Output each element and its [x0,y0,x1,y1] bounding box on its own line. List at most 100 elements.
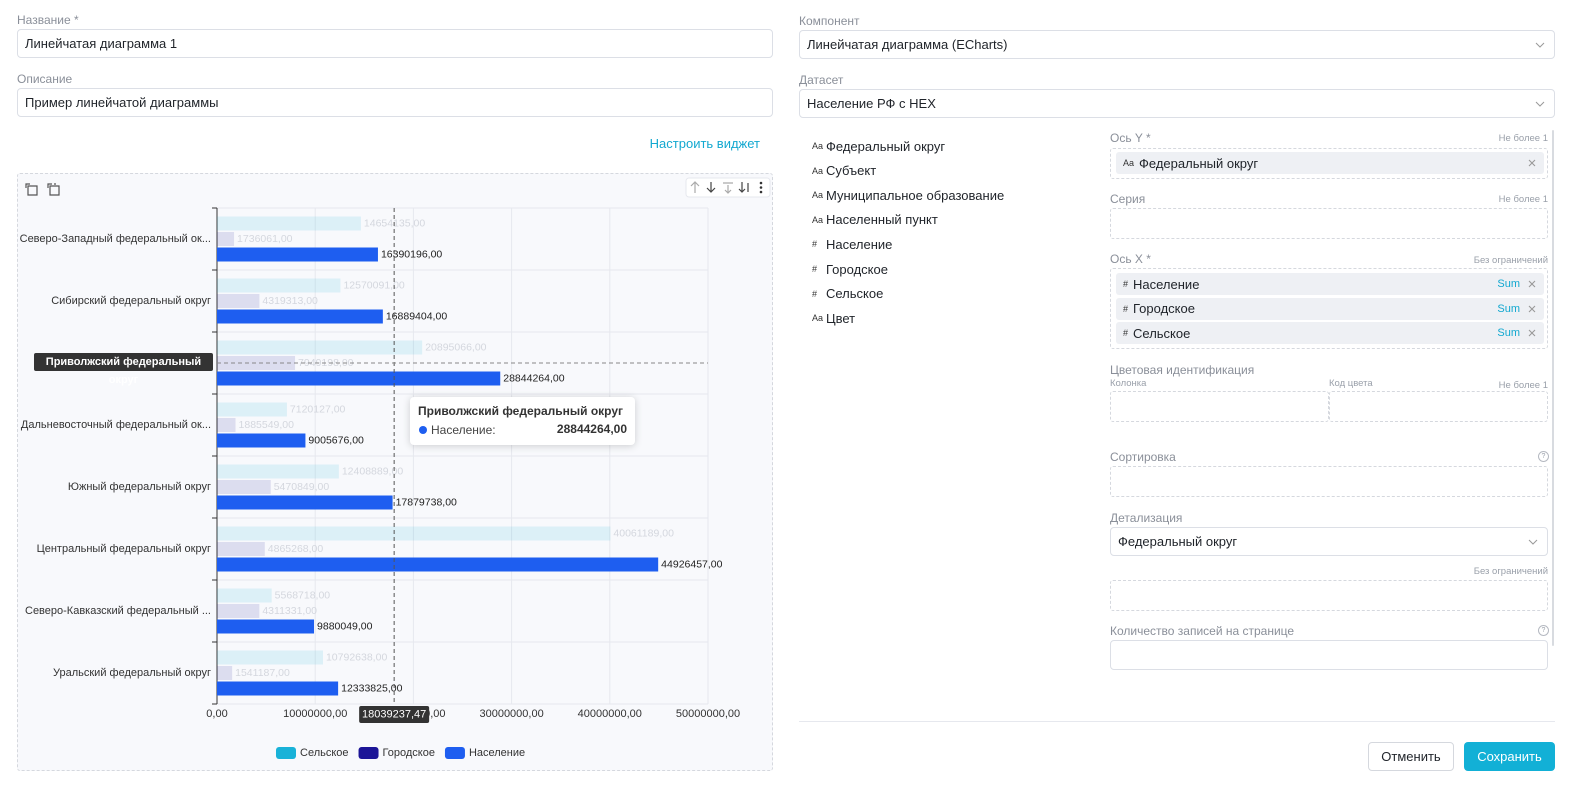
field-item[interactable]: Aa Цвет [812,309,855,327]
sort-az-icon[interactable] [738,182,749,193]
legend-swatch [358,747,379,759]
description-input[interactable]: Пример линейчатой диаграммы [17,88,773,117]
value-label: 9005676,00 [308,434,364,446]
value-label: 7120127,00 [290,403,346,415]
toolbar-left[interactable] [25,183,60,196]
chip-icon: # [1123,303,1129,314]
field-item[interactable]: # Городское [812,260,888,278]
chart-container: 0,0010000000,0020000000,0030000000,00400… [17,173,773,771]
field-label: Субъект [826,163,877,179]
tooltip-dot [419,426,427,434]
tooltip: Приволжский федеральный округ Население:… [410,397,635,445]
toolbar-right[interactable] [685,177,771,198]
detail-drop[interactable] [1110,580,1548,611]
field-item[interactable]: Aa Субъект [812,162,876,180]
save-button[interactable]: Сохранить [1464,742,1555,771]
value-label: 1541187,00 [235,667,290,679]
bar [217,309,383,324]
color-column-drop[interactable] [1110,391,1329,422]
chip-icon: Aa [1123,158,1135,168]
bar [217,216,361,231]
legend-label: Городское [383,747,435,759]
remove-icon[interactable] [1528,280,1536,288]
y-tick-label: Сибирский федеральный округ [51,295,211,307]
detail-select[interactable]: Федеральный округ [1110,527,1548,556]
value-label: 4865268,00 [268,543,324,555]
x-tick-label: 40000000,00 [578,708,642,720]
bar [217,247,378,262]
page-size-help[interactable]: ? [1538,625,1549,636]
chip-aggregation[interactable]: Sum [1497,327,1520,340]
field-label: Цвет [826,310,856,326]
field-item[interactable]: Aa Населенный пункт [812,211,938,229]
field-label: Федеральный округ [826,138,946,154]
chip[interactable]: Aa Федеральный округ [1116,152,1544,174]
y-tick-label: Северо-Кавказский федеральный ... [25,605,211,617]
configure-link[interactable]: Настроить виджет [649,136,760,151]
field-item[interactable]: # Сельское [812,285,883,303]
axis-pointer-x-box [359,706,430,723]
y-tick-label: Южный федеральный округ [68,481,211,493]
scrollbar[interactable] [1552,130,1554,646]
value-label: 17879738,00 [396,496,457,508]
value-label: 16390196,00 [381,248,442,260]
cancel-button[interactable]: Отменить [1368,742,1454,771]
chip[interactable]: # Население Sum [1116,273,1544,295]
value-label: 1885549,00 [239,419,295,431]
value-label: 5470849,00 [274,481,330,493]
dataset-label: Датасет [799,73,844,87]
bar [217,557,659,572]
value-label: 5568718,00 [275,589,331,601]
chip[interactable]: # Сельское Sum [1116,322,1544,345]
sort-desc-icon[interactable] [706,182,716,193]
x-axis-label: Ось X * [1110,252,1151,266]
legend-swatch [276,747,296,759]
name-input[interactable]: Линейчатая диаграмма 1 [17,29,773,58]
bar [217,371,501,386]
sorting-drop[interactable] [1110,466,1548,497]
reset-icon[interactable] [47,183,60,196]
chip-aggregation[interactable]: Sum [1497,302,1520,315]
field-icon: Aa [812,313,824,324]
color-id-limit: Не более 1 [1498,380,1548,391]
value-label: 12333825,00 [341,682,402,694]
field-item[interactable]: Aa Федеральный округ [812,137,945,155]
field-item[interactable]: # Население [812,235,892,253]
bar [217,480,271,494]
chip-label: Городское [1133,301,1195,317]
series-drop[interactable] [1110,208,1548,239]
field-icon: # [812,288,818,299]
field-item[interactable]: Aa Муниципальное образование [812,186,1004,204]
legend-label: Население [469,747,525,759]
bar [217,418,236,432]
dataset-select[interactable]: Население РФ с HEX [799,89,1555,118]
bar [217,232,235,246]
x-tick-label: 30000000,00 [479,708,543,720]
sort-bottom-icon[interactable] [723,182,733,194]
remove-icon[interactable] [1528,305,1536,313]
y-tick-label: Уральский федеральный округ [53,667,211,679]
remove-icon[interactable] [1528,159,1536,167]
sorting-help[interactable]: ? [1538,451,1549,462]
component-select[interactable]: Линейчатая диаграмма (ECharts) [799,30,1555,59]
value-label: 44926457,00 [661,558,722,570]
page-size-input[interactable] [1110,640,1548,670]
axis-pointer-y-label: Приволжский федеральный округ [34,353,213,386]
component-label: Компонент [799,14,860,28]
value-label: 16889404,00 [386,310,447,322]
chip[interactable]: # Городское Sum [1116,297,1544,320]
chip-aggregation[interactable]: Sum [1497,278,1520,290]
more-icon[interactable] [759,181,763,194]
bar [217,294,260,308]
remove-icon[interactable] [1528,329,1536,337]
color-code-drop[interactable] [1329,391,1548,422]
x-axis-drop[interactable] [1110,268,1548,349]
detail-label: Детализация [1110,511,1183,525]
sort-asc-icon[interactable] [690,181,700,193]
bar [217,650,323,665]
zoom-icon[interactable] [25,183,38,196]
y-axis-drop[interactable] [1110,148,1548,179]
divider [799,721,1555,722]
chip-label: Федеральный округ [1139,155,1259,171]
